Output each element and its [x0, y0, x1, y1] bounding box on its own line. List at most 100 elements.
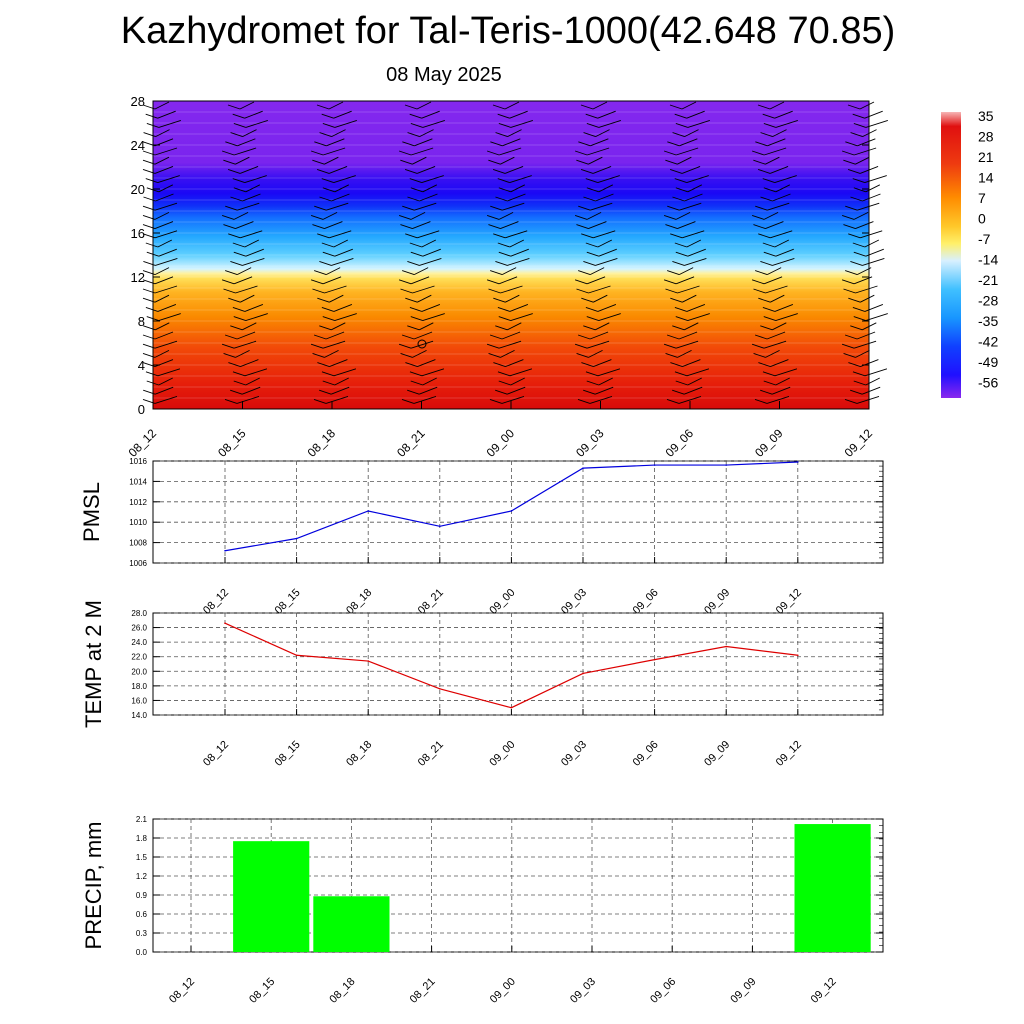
wind-barb-icon	[488, 156, 515, 165]
precip-y-tick-label: 1.5	[136, 853, 148, 862]
wind-barb-icon	[224, 395, 260, 404]
wind-barb-icon	[845, 138, 876, 147]
wind-barb-icon	[321, 303, 353, 312]
wind-barb-icon	[410, 119, 445, 128]
wind-barb-icon	[405, 230, 440, 239]
wind-barb-icon	[407, 129, 434, 138]
temp-point	[653, 658, 656, 661]
wind-barb-icon	[663, 211, 691, 220]
temp-y-tick-label: 16.0	[131, 696, 147, 705]
wind-barb-icon	[758, 294, 785, 303]
wind-barb-icon	[760, 257, 795, 266]
wind-barb-icon	[232, 175, 267, 184]
wind-barb-icon	[497, 239, 525, 248]
wind-barb-icon	[145, 175, 180, 184]
wind-barb-icon	[672, 129, 699, 138]
precip-y-tick-label: 1.2	[136, 872, 148, 881]
wind-barb-icon	[402, 202, 437, 211]
wind-barb-icon	[223, 156, 250, 165]
wind-barb-icon	[844, 395, 880, 404]
wind-barb-icon	[233, 119, 268, 128]
wind-barb-icon	[321, 239, 349, 248]
wind-barb-icon	[407, 386, 438, 395]
temp-point	[725, 645, 727, 648]
wind-barb-icon	[848, 294, 875, 303]
wind-barb-icon	[488, 221, 519, 230]
precip-bar	[233, 841, 310, 952]
wind-barb-icon	[233, 313, 268, 322]
pmsl-axis-label: PMSL	[79, 482, 104, 542]
wind-barb-icon	[754, 395, 790, 404]
wind-barb-icon	[490, 267, 517, 276]
wind-barb-icon	[224, 331, 256, 340]
wind-barb-icon	[317, 359, 348, 368]
wind-barb-icon	[322, 184, 350, 193]
wind-barb-icon	[757, 165, 789, 174]
temp-y-tick-label: 18.0	[131, 682, 147, 691]
wind-barb-icon	[228, 359, 259, 368]
wind-barb-icon	[665, 156, 692, 165]
pmsl-point	[725, 464, 727, 466]
page-title: Kazhydromet for Tal-Teris-1000(42.648 70…	[120, 10, 896, 52]
wind-barb-icon	[762, 368, 798, 377]
wind-barb-icon	[493, 294, 520, 303]
temp-x-tick-label: 08_18	[344, 739, 374, 769]
wind-barb-icon	[670, 230, 705, 239]
wind-barb-icon	[322, 248, 353, 257]
wind-barb-icon	[762, 175, 797, 184]
wind-barb-icon	[310, 147, 346, 156]
wind-barb-icon	[574, 340, 610, 349]
precip-y-tick-label: 0.0	[136, 948, 148, 957]
wind-barb-icon	[409, 239, 437, 248]
wind-barb-icon	[751, 276, 783, 285]
wind-barb-icon	[583, 386, 614, 395]
wind-barb-icon	[401, 331, 433, 340]
wind-barb-icon	[576, 285, 611, 294]
temp-point	[367, 660, 370, 662]
wind-barb-icon	[674, 110, 705, 119]
temp-point	[439, 687, 441, 690]
wind-barb-icon	[675, 248, 706, 257]
wind-barb-icon	[407, 193, 438, 202]
wind-barb-icon	[843, 156, 870, 165]
temp-axis-label: TEMP at 2 M	[81, 600, 106, 728]
wind-barb-icon	[850, 129, 877, 138]
profile-y-tick-label: 12	[131, 270, 145, 285]
wind-barb-icon	[585, 303, 617, 312]
precip-y-tick-label: 0.3	[136, 929, 148, 938]
wind-barb-icon	[577, 331, 609, 340]
wind-barb-icon	[233, 248, 264, 257]
temp-point	[582, 672, 584, 675]
wind-barb-icon	[233, 184, 261, 193]
wind-barb-icon	[755, 267, 782, 276]
wind-barb-icon	[145, 110, 176, 119]
wind-barb-icon	[672, 193, 703, 202]
wind-barb-icon	[407, 257, 442, 266]
wind-barb-icon	[230, 257, 265, 266]
wind-barb-icon	[488, 349, 515, 358]
colorbar-label: -49	[978, 354, 998, 370]
wind-barb-icon	[232, 239, 260, 248]
wind-barb-icon	[585, 110, 616, 119]
pmsl-y-tick-label: 1014	[129, 477, 147, 486]
wind-barb-icon	[221, 276, 253, 285]
wind-barb-icon	[760, 386, 791, 395]
wind-barb-icon	[312, 156, 339, 165]
wind-barb-icon	[486, 340, 522, 349]
wind-barb-icon	[751, 147, 787, 156]
temp-x-tick-label: 08_21	[416, 739, 446, 769]
wind-barb-icon	[586, 184, 614, 193]
wind-barb-icon	[763, 248, 794, 257]
wind-barb-icon	[576, 349, 603, 358]
temp-x-tick-label: 09_06	[631, 739, 661, 769]
pmsl-x-tick-label: 08_15	[273, 587, 303, 617]
colorbar-label: 14	[978, 170, 994, 186]
wind-barb-icon	[495, 193, 526, 202]
wind-barb-icon	[583, 322, 610, 331]
wind-barb-icon	[586, 119, 621, 128]
temp-point	[797, 654, 799, 657]
wind-barb-icon	[753, 349, 780, 358]
wind-barb-icon	[486, 276, 518, 285]
wind-barb-icon	[753, 221, 784, 230]
